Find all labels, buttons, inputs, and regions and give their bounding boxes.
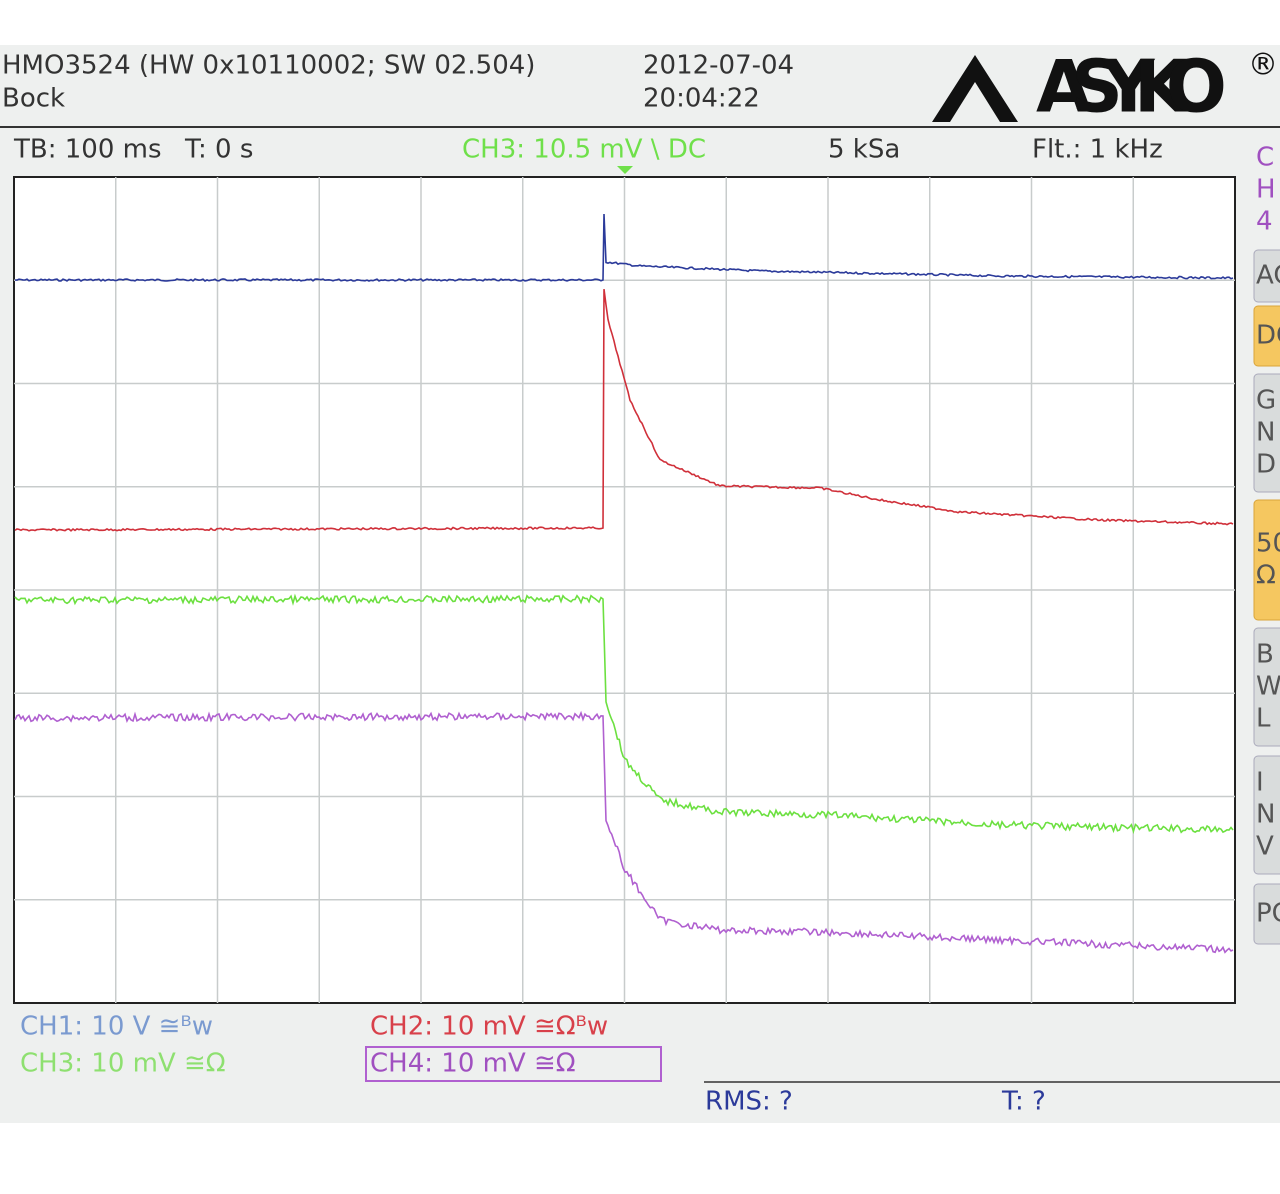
menu-label[interactable]: B [1256,640,1274,670]
menu-label[interactable]: N [1256,418,1275,448]
menu-label: 4 [1256,207,1273,237]
filter: Flt.: 1 kHz [1032,135,1163,165]
menu-label[interactable]: I [1256,768,1264,798]
menu-label[interactable]: G [1256,386,1276,416]
grid [14,177,1235,1003]
logo-mark: ® [1248,48,1278,83]
measure-time: T: ? [1001,1087,1046,1117]
logo: ASYKO ® [932,45,1278,129]
menu-button[interactable] [1253,373,1280,493]
logo-text: ASYKO [1036,45,1241,129]
trigger-source: CH3: 10.5 mV \ DC [462,135,706,165]
trace [14,593,1234,835]
menu-label[interactable]: D [1256,450,1276,480]
menu-label: H [1256,175,1276,205]
menu-label[interactable]: PO [1256,899,1280,929]
menu-label: C [1256,143,1274,173]
menu-button[interactable] [1253,627,1280,747]
menu-button[interactable] [1253,305,1280,367]
menu-label[interactable]: AC [1256,261,1280,291]
trigger-marker [617,166,633,174]
menu-label[interactable]: 50 [1256,529,1280,559]
ch1-setting: CH1: 10 V ≅ᴮw [20,1012,213,1042]
rms: RMS: ? [705,1087,793,1117]
menu-button[interactable] [1253,249,1280,303]
trace [14,288,1234,532]
menu-label[interactable]: L [1256,704,1271,734]
side-menu: CH4ACDCGND50ΩBWLINVPO [1253,143,1280,945]
menu-button[interactable] [1253,883,1280,945]
ch4-box[interactable] [365,1046,662,1082]
timebase: TB: 100 ms [13,135,162,165]
ch3-setting: CH3: 10 mV ≅Ω [20,1049,226,1079]
time: 20:04:22 [643,84,760,114]
trace [14,213,1234,282]
ch4-setting[interactable]: CH4: 10 mV ≅Ω [370,1049,576,1079]
menu-label[interactable]: DC [1256,321,1280,351]
menu-label[interactable]: Ω [1256,561,1276,591]
model: HMO3524 (HW 0x10110002; SW 02.504) [2,51,535,81]
logo-triangle [932,55,1018,122]
trace [14,710,1234,954]
menu-label[interactable]: N [1256,800,1275,830]
traces [14,213,1234,954]
date: 2012-07-04 [643,51,794,81]
sample-rate: 5 kSa [828,135,900,165]
trigger-time: T: 0 s [184,135,253,165]
device-name: Bock [2,84,65,114]
menu-button[interactable] [1253,755,1280,875]
menu-label[interactable]: W [1256,672,1280,702]
menu-label[interactable]: V [1256,832,1274,862]
menu-button[interactable] [1253,499,1280,621]
ch2-setting: CH2: 10 mV ≅Ωᴮw [370,1012,608,1042]
